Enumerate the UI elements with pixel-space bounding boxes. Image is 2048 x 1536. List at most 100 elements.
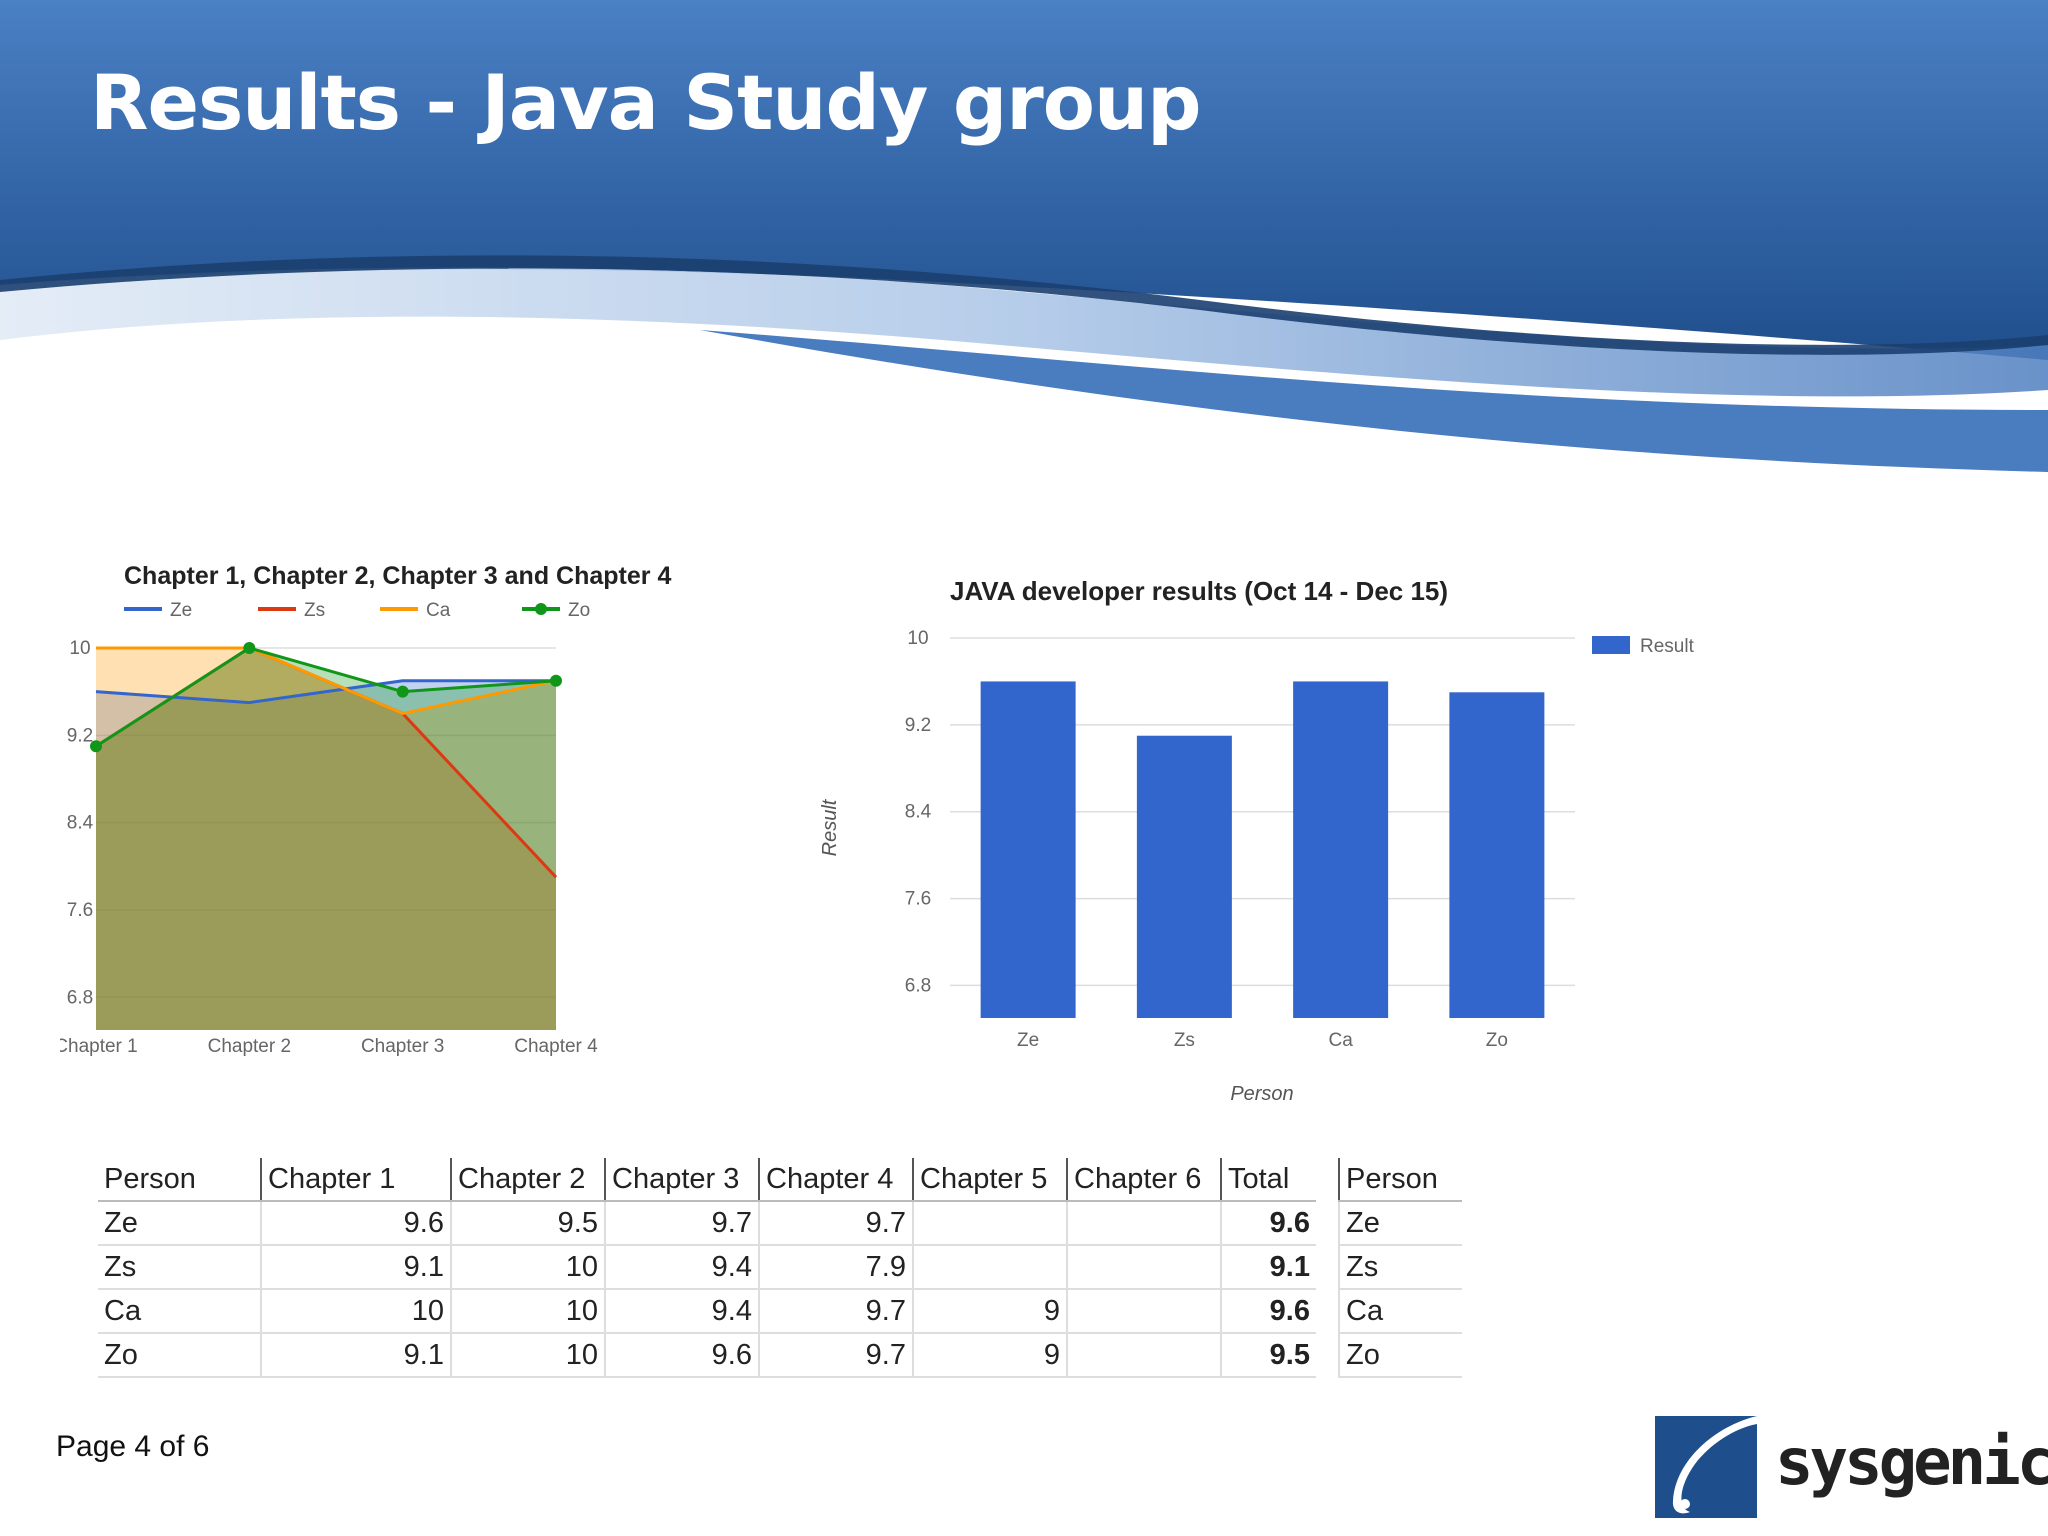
y-tick-label: 9.2 (67, 725, 93, 746)
sysgenic-logo: sysgenic (1655, 1412, 2048, 1522)
bar-chart-title: JAVA developer results (Oct 14 - Dec 15) (950, 576, 1448, 606)
x-tick-label: Chapter 2 (208, 1036, 291, 1057)
line-chart-title: Chapter 1, Chapter 2, Chapter 3 and Chap… (124, 562, 671, 590)
legend-label: Ze (170, 600, 192, 621)
y-tick-label: 7.6 (905, 889, 931, 910)
table-cell: Zo (1338, 1333, 1462, 1378)
y-tick-label: 8.4 (905, 802, 932, 823)
table-cell: Ze (98, 1201, 261, 1246)
table-cell: 9.4 (604, 1245, 759, 1290)
results-table: Person Chapter 1 Chapter 2 Chapter 3 Chapter… (98, 1158, 1462, 1378)
table-cell: 10 (260, 1289, 451, 1334)
table-cell: 9.6 (604, 1333, 759, 1378)
point-zo (396, 685, 409, 698)
table-header-cell: Chapter 2 (450, 1158, 605, 1202)
table-header-cell: Person (98, 1158, 261, 1202)
table-cell: 7.9 (758, 1245, 913, 1290)
table-cell (912, 1245, 1067, 1290)
legend-label: Result (1640, 636, 1695, 657)
y-tick-label: 8.4 (67, 813, 94, 834)
line-zo (95, 646, 557, 748)
table-cell: Ca (98, 1289, 261, 1334)
y-tick-label: 10 (69, 638, 90, 659)
page-number: Page 4 of 6 (56, 1430, 210, 1463)
chapter-line-chart: Chapter 1, Chapter 2, Chapter 3 and Chap… (60, 562, 671, 1057)
legend-label: Zs (304, 600, 325, 621)
area-ca (96, 648, 556, 1030)
legend-marker (535, 603, 547, 615)
table-header-cell: Person (1338, 1158, 1462, 1202)
x-tick-label: Zs (1174, 1030, 1195, 1051)
table-cell: 9.7 (758, 1201, 913, 1246)
table-cell: 9.1 (260, 1245, 451, 1290)
table-row: Ze 9.6 9.5 9.7 9.7 9.6 Ze (98, 1201, 1462, 1246)
table-cell: 10 (450, 1289, 605, 1334)
line-chart-plot (90, 642, 562, 1030)
line-chart-x-ticks: Chapter 1 Chapter 2 Chapter 3 Chapter 4 (60, 1036, 598, 1057)
table-cell: 9.6 (260, 1201, 451, 1246)
table-gap (1316, 1289, 1339, 1333)
table-cell: 9.4 (604, 1289, 759, 1334)
table-header-cell: Chapter 5 (912, 1158, 1067, 1202)
bar-chart-y-ticks: 10 9.2 8.4 7.6 6.8 (905, 628, 932, 996)
x-tick-label: Ze (1017, 1030, 1039, 1051)
sysgenic-logo-icon (1655, 1416, 1757, 1518)
y-tick-label: 6.8 (67, 987, 93, 1008)
bar-zo (1449, 692, 1545, 1018)
table-header-cell: Chapter 4 (758, 1158, 913, 1202)
point-zo (550, 674, 562, 687)
table-cell: 9.7 (758, 1289, 913, 1334)
y-tick-label: 6.8 (905, 975, 931, 996)
point-zo (243, 642, 256, 654)
table-cell: Zs (1338, 1245, 1462, 1290)
table-cell: 9.6 (1220, 1289, 1316, 1334)
legend-label: Zo (568, 600, 590, 621)
table-header-row: Person Chapter 1 Chapter 2 Chapter 3 Chapter… (98, 1158, 1462, 1202)
table-cell (1066, 1333, 1221, 1378)
x-tick-label: Chapter 4 (514, 1036, 598, 1057)
table-gap (1316, 1245, 1339, 1289)
table-cell: 10 (450, 1245, 605, 1290)
table-cell: 9.7 (758, 1333, 913, 1378)
line-chart-y-ticks: 10 9.2 8.4 7.6 6.8 (67, 638, 94, 1008)
table-cell (912, 1201, 1067, 1246)
table-cell: 9 (912, 1333, 1067, 1378)
bar-ca (1293, 681, 1389, 1018)
table-cell: Ze (1338, 1201, 1462, 1246)
header-banner (0, 0, 2048, 472)
y-tick-label: 10 (907, 628, 928, 649)
bar-chart-y-axis-title: Result (819, 798, 841, 856)
table-cell: 9.6 (1220, 1201, 1316, 1246)
table-header-cell: Chapter 3 (604, 1158, 759, 1202)
x-tick-label: Zo (1486, 1030, 1508, 1051)
table-cell: Zo (98, 1333, 261, 1378)
slide-title: Results - Java Study group (90, 58, 1202, 147)
line-chart-legend: Ze Zs Ca Zo (124, 600, 590, 621)
table-header-cell: Total (1220, 1158, 1316, 1202)
bar-chart-legend: Result (1592, 636, 1695, 657)
table-gap (1316, 1158, 1339, 1201)
line-ca (96, 646, 557, 716)
area-ze (96, 680, 556, 1030)
line-chart-grid (96, 647, 556, 999)
table-cell: 9.5 (1220, 1333, 1316, 1378)
y-tick-label: 9.2 (905, 715, 931, 736)
bar-chart-x-ticks: Ze Zs Ca Zo (1017, 1030, 1508, 1051)
table-cell: 10 (450, 1333, 605, 1378)
area-zo (96, 648, 556, 1030)
table-row: Ca 10 10 9.4 9.7 9 9.6 Ca (98, 1289, 1462, 1334)
table-row: Zs 9.1 10 9.4 7.9 9.1 Zs (98, 1245, 1462, 1290)
y-tick-label: 7.6 (67, 900, 93, 921)
table-cell (1066, 1245, 1221, 1290)
table-row: Zo 9.1 10 9.6 9.7 9 9.5 Zo (98, 1333, 1462, 1378)
table-cell (1066, 1289, 1221, 1334)
point-zo (90, 740, 102, 753)
table-cell: 9 (912, 1289, 1067, 1334)
bar-ze (980, 681, 1076, 1018)
table-gap (1316, 1201, 1339, 1245)
table-cell: Ca (1338, 1289, 1462, 1334)
legend-swatch (1592, 636, 1630, 654)
bar-chart-x-axis-title: Person (1230, 1083, 1293, 1105)
bar-zs (1136, 735, 1232, 1018)
table-cell: Zs (98, 1245, 261, 1290)
